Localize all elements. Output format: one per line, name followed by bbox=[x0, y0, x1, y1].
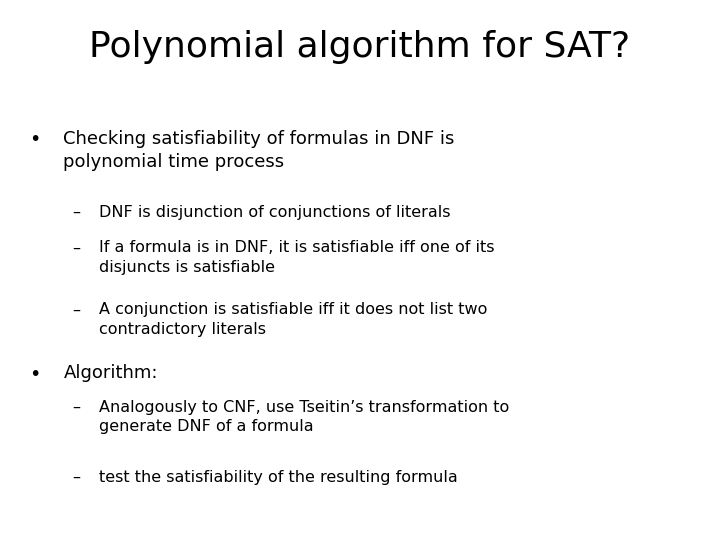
Text: DNF is disjunction of conjunctions of literals: DNF is disjunction of conjunctions of li… bbox=[99, 205, 451, 220]
Text: If a formula is in DNF, it is satisfiable iff one of its
disjuncts is satisfiabl: If a formula is in DNF, it is satisfiabl… bbox=[99, 240, 495, 275]
Text: –: – bbox=[72, 302, 80, 318]
Text: Analogously to CNF, use Tseitin’s transformation to
generate DNF of a formula: Analogously to CNF, use Tseitin’s transf… bbox=[99, 400, 510, 434]
Text: test the satisfiability of the resulting formula: test the satisfiability of the resulting… bbox=[99, 470, 458, 485]
Text: A conjunction is satisfiable iff it does not list two
contradictory literals: A conjunction is satisfiable iff it does… bbox=[99, 302, 487, 337]
Text: Polynomial algorithm for SAT?: Polynomial algorithm for SAT? bbox=[89, 30, 631, 64]
Text: •: • bbox=[29, 364, 40, 383]
Text: Algorithm:: Algorithm: bbox=[63, 364, 158, 382]
Text: –: – bbox=[72, 205, 80, 220]
Text: Checking satisfiability of formulas in DNF is
polynomial time process: Checking satisfiability of formulas in D… bbox=[63, 130, 455, 171]
Text: •: • bbox=[29, 130, 40, 148]
Text: –: – bbox=[72, 470, 80, 485]
Text: –: – bbox=[72, 400, 80, 415]
Text: –: – bbox=[72, 240, 80, 255]
